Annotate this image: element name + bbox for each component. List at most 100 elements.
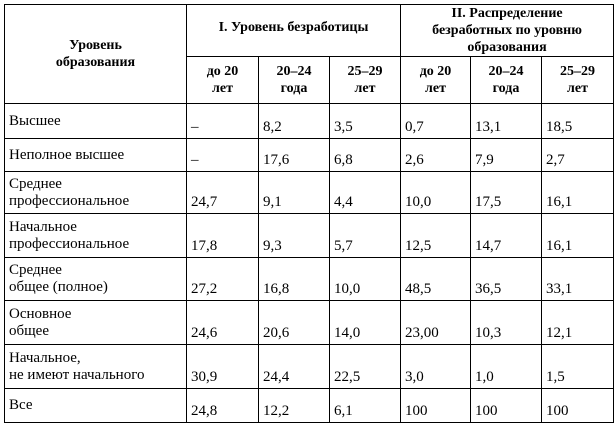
cell: 7,9 <box>470 138 543 172</box>
cell: 3,0 <box>400 344 472 389</box>
subheader: 25–29 лет <box>328 56 402 104</box>
text-line: общее <box>9 322 49 339</box>
cell: 100 <box>470 388 543 423</box>
cell: 0,7 <box>400 103 472 139</box>
text-line: I. Уровень безработицы <box>218 20 369 35</box>
text-line: профессиональное <box>9 235 130 252</box>
text-line: общее (полное) <box>9 279 108 295</box>
cell: 100 <box>541 388 615 423</box>
text-line: Начальное, <box>9 349 81 366</box>
cell: 24,6 <box>186 300 259 345</box>
data-row: Среднее профессиональное 24,7 9,1 4,4 10,0 17,… <box>4 171 615 214</box>
cell: 2,6 <box>400 138 472 172</box>
data-row: Среднее общее (полное) 27,2 16,8 10,0 48,5 36,… <box>4 257 615 301</box>
cell: 17,6 <box>258 138 330 172</box>
subheader: 20–24 года <box>470 56 543 104</box>
cell: 12,2 <box>258 388 330 423</box>
cell: 100 <box>400 388 472 423</box>
subheader: 20–24 года <box>258 56 330 104</box>
text-line: Среднее <box>9 175 62 192</box>
row-label: Неполное высшее <box>4 138 187 172</box>
cell: 9,1 <box>258 171 330 214</box>
cell: 4,4 <box>328 171 402 214</box>
cell: 27,2 <box>186 257 259 301</box>
data-row: Неполное высшее –17,6 6,8 2,6 7,9 2,7 <box>4 138 615 172</box>
cell: 1,5 <box>541 344 615 389</box>
data-row: Начальное профессиональное 17,8 9,3 5,7 12,5 1… <box>4 213 615 258</box>
cell: 12,1 <box>541 300 615 345</box>
cell: 1,0 <box>470 344 543 389</box>
row-label: Высшее <box>4 103 187 139</box>
text-line: Высшее <box>9 112 61 129</box>
data-row: Начальное, не имеют начального 30,9 24,4 22,… <box>4 344 615 389</box>
cell: 16,1 <box>541 171 615 214</box>
subheader-row: до 20 лет 20–24 года 25–29 лет до 20 лет 20–24 го… <box>5 56 615 104</box>
cell: 3,5 <box>328 103 402 139</box>
header-row: Уровень образования I. Уровень безработицы… <box>4 4 615 104</box>
cell: 24,4 <box>258 344 330 389</box>
cell: 33,1 <box>541 257 615 301</box>
row-label: Среднее профессиональное <box>4 171 187 214</box>
text-line: 25–29 <box>347 64 383 79</box>
cell: 6,8 <box>328 138 402 172</box>
row-label: Начальное профессиональное <box>4 213 187 258</box>
cell: – <box>186 138 259 172</box>
row-label: Основное общее <box>4 300 187 345</box>
table: Уровень образования I. Уровень безработицы… <box>4 4 615 423</box>
subheader: 25–29 лет <box>541 56 615 104</box>
text-line: 20–24 <box>488 64 524 79</box>
text-line: лет <box>567 81 588 96</box>
cell: 2,7 <box>541 138 615 172</box>
cell: 16,8 <box>258 257 330 301</box>
group-header: II. Распределение безработных по уровню об… <box>400 4 615 57</box>
cell: – <box>186 103 259 139</box>
cell: 5,7 <box>328 213 402 258</box>
text-line: года <box>280 81 308 96</box>
text-line: Основное <box>9 305 72 322</box>
text-line: безработных по уровню <box>432 23 582 38</box>
cell: 6,1 <box>328 388 402 423</box>
text-line: образования <box>467 40 547 55</box>
text-line: профессиональное <box>9 192 130 209</box>
text-line: Все <box>9 397 33 413</box>
text-line: не имеют начального <box>9 366 145 383</box>
cell: 18,5 <box>541 103 615 139</box>
cell: 24,7 <box>186 171 259 214</box>
text-line: до 20 <box>419 64 452 79</box>
text-line: лет <box>212 81 233 96</box>
text-line: II. Распределение <box>451 6 563 21</box>
text-line: образования <box>55 55 136 70</box>
text-line: Уровень <box>69 38 122 53</box>
cell: 8,2 <box>258 103 330 139</box>
data-row: Высшее –8,2 3,5 0,7 13,1 18,5 <box>4 103 615 139</box>
text-line: года <box>492 81 520 96</box>
cell: 17,5 <box>470 171 543 214</box>
cell: 14,0 <box>328 300 402 345</box>
text-line: Неполное высшее <box>9 146 125 163</box>
text-line: до 20 <box>206 64 239 79</box>
row-label: Начальное, не имеют начального <box>4 344 187 389</box>
cell: 24,8 <box>186 388 259 423</box>
cell: 20,6 <box>258 300 330 345</box>
cell: 12,5 <box>400 213 472 258</box>
cell: 48,5 <box>400 257 472 301</box>
text-line: Начальное <box>9 218 77 235</box>
subheader: до 20 лет <box>186 56 259 104</box>
data-row: Все 24,8 12,2 6,1 100 100 100 <box>4 388 615 423</box>
cell: 10,3 <box>470 300 543 345</box>
cell: 14,7 <box>470 213 543 258</box>
cell: 10,0 <box>400 171 472 214</box>
text-line: Среднее <box>9 262 62 278</box>
text-line: лет <box>354 81 376 96</box>
row-label: Среднее общее (полное) <box>4 257 187 301</box>
cell: 17,8 <box>186 213 259 258</box>
cell: 16,1 <box>541 213 615 258</box>
text-line: 20–24 <box>276 64 312 79</box>
row-label: Все <box>4 388 187 423</box>
text-line: 25–29 <box>560 64 596 79</box>
cell: 13,1 <box>470 103 543 139</box>
cell: 36,5 <box>470 257 543 301</box>
group-header: I. Уровень безработицы <box>185 4 402 57</box>
data-row: Основное общее 24,6 20,6 14,0 23,00 10,3 12,1 <box>4 300 615 345</box>
cell: 23,00 <box>400 300 472 345</box>
